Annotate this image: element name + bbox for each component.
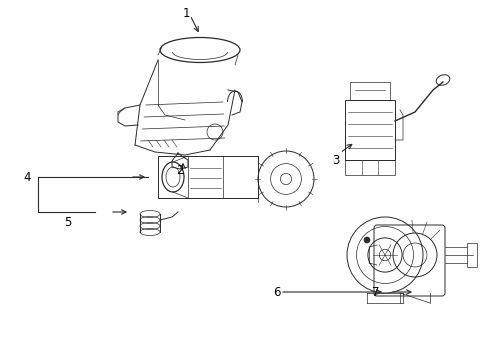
Text: 6: 6 <box>273 287 280 300</box>
Circle shape <box>363 237 369 243</box>
Text: 7: 7 <box>371 287 379 300</box>
Text: 2: 2 <box>176 163 183 176</box>
Text: 5: 5 <box>64 216 72 229</box>
Text: 1: 1 <box>182 6 189 19</box>
Text: 3: 3 <box>332 153 339 166</box>
Text: 4: 4 <box>23 171 31 184</box>
Bar <box>349 82 389 100</box>
Bar <box>345 100 394 160</box>
Bar <box>466 243 476 267</box>
Bar <box>158 156 258 198</box>
Bar <box>345 160 394 175</box>
